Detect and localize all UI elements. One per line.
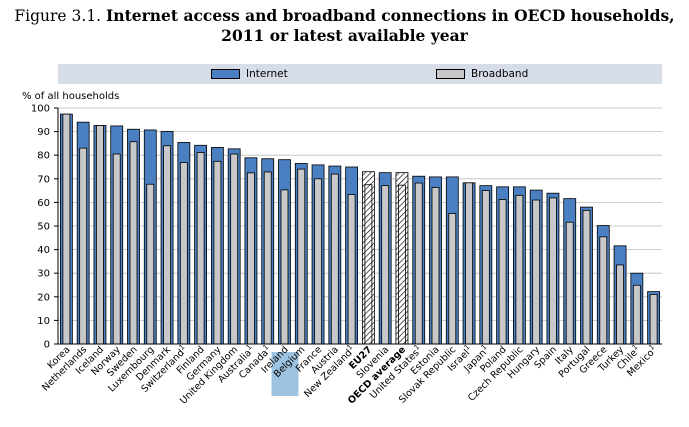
- bar-broadband: [146, 183, 155, 345]
- legend-swatch-broadband: [436, 69, 465, 79]
- y-tick-label: 20: [37, 292, 50, 303]
- bar-broadband: [599, 236, 608, 345]
- bar-broadband: [347, 194, 356, 345]
- figure-title-line1: Internet access and broadband connection…: [106, 6, 675, 25]
- bar-broadband: [498, 199, 507, 345]
- bar-broadband: [247, 172, 255, 345]
- bar-broadband: [481, 190, 490, 345]
- y-tick-label: 30: [37, 269, 50, 280]
- y-tick-label: 10: [37, 316, 50, 327]
- bar-broadband: [62, 113, 71, 345]
- bar-broadband: [330, 173, 339, 345]
- bar-broadband: [280, 189, 289, 345]
- bar-broadband: [632, 284, 641, 345]
- bar-broadband: [649, 294, 658, 345]
- y-tick-label: 50: [37, 222, 50, 233]
- y-tick-label: 80: [37, 151, 50, 162]
- bar-broadband: [431, 187, 440, 345]
- bar-broadband: [565, 221, 574, 345]
- bar-broadband: [465, 182, 473, 345]
- bar-broadband: [515, 194, 524, 345]
- figure-number: Figure 3.1.: [14, 7, 102, 25]
- bar-broadband: [616, 264, 624, 345]
- bar-broadband: [196, 152, 205, 345]
- figure-title: Figure 3.1. Internet access and broadban…: [0, 6, 689, 46]
- bar-broadband: [213, 160, 222, 345]
- bar-broadband: [129, 141, 138, 345]
- bar-broadband: [549, 197, 557, 345]
- y-tick-label: 70: [37, 174, 50, 185]
- chart-legend: Internet Broadband: [58, 64, 662, 84]
- bar-broadband: [163, 145, 171, 345]
- y-axis-title: % of all households: [22, 91, 119, 102]
- bar-broadband: [230, 153, 239, 345]
- y-tick-label: 90: [37, 127, 50, 138]
- bar-broadband: [398, 184, 406, 345]
- bar-broadband: [448, 213, 457, 345]
- legend-item-broadband: Broadband: [436, 67, 528, 81]
- bar-broadband: [582, 210, 591, 345]
- bar-broadband: [532, 199, 541, 345]
- bar-broadband: [263, 171, 272, 345]
- legend-label-internet: Internet: [246, 68, 288, 80]
- figure-title-line2: 2011 or latest available year: [221, 26, 468, 45]
- bar-broadband: [414, 182, 423, 345]
- legend-item-internet: Internet: [211, 67, 288, 81]
- bar-broadband: [79, 147, 88, 345]
- bar-broadband: [96, 125, 104, 345]
- bar-broadband: [112, 153, 121, 345]
- y-tick-label: 0: [44, 340, 50, 351]
- y-tick-label: 60: [37, 198, 50, 209]
- bar-broadband: [179, 162, 188, 345]
- bar-broadband: [364, 184, 373, 345]
- y-tick-label: 100: [31, 104, 50, 115]
- y-tick-label: 40: [37, 245, 50, 256]
- highlight-band: [271, 352, 299, 396]
- bar-broadband: [381, 185, 390, 345]
- bar-broadband: [314, 178, 322, 345]
- legend-swatch-internet: [211, 69, 240, 79]
- legend-label-broadband: Broadband: [471, 68, 529, 80]
- bar-broadband: [297, 168, 306, 345]
